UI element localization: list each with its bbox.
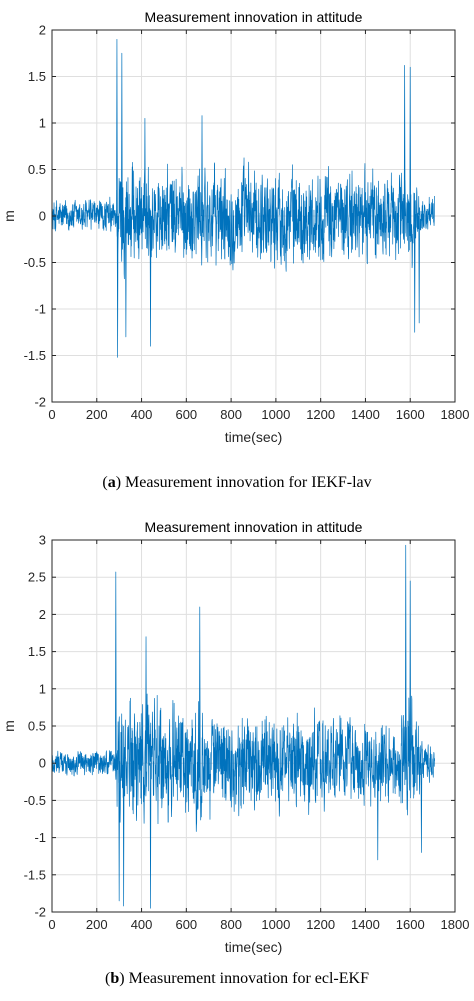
chart-title: Measurement innovation in attitude xyxy=(145,9,363,25)
y-tick-label: -1 xyxy=(34,302,46,317)
x-tick-label: 1400 xyxy=(351,407,380,422)
caption-a: (a) Measurement innovation for IEKF-lav xyxy=(102,474,372,491)
y-tick-label: -0.5 xyxy=(24,255,46,270)
y-tick-label: 3 xyxy=(39,533,46,548)
x-tick-label: 800 xyxy=(220,407,242,422)
y-tick-label: -2 xyxy=(34,905,46,920)
y-axis-label: m xyxy=(1,210,17,222)
x-tick-label: 600 xyxy=(175,407,197,422)
x-tick-label: 0 xyxy=(48,917,55,932)
signal-series-line xyxy=(51,544,435,909)
x-axis-label: time(sec) xyxy=(225,939,283,955)
caption-b: (b) Measurement innovation for ecl-EKF xyxy=(105,970,369,987)
y-tick-label: -2 xyxy=(34,395,46,410)
y-tick-label: -1 xyxy=(34,830,46,845)
x-tick-label: 1200 xyxy=(306,917,335,932)
x-tick-label: 400 xyxy=(131,407,153,422)
y-tick-label: 0.5 xyxy=(28,719,46,734)
x-tick-label: 1000 xyxy=(261,917,290,932)
y-tick-label: 1 xyxy=(39,116,46,131)
x-tick-label: 1400 xyxy=(351,917,380,932)
y-tick-label: 2 xyxy=(39,23,46,38)
x-tick-label: 600 xyxy=(175,917,197,932)
chart-title: Measurement innovation in attitude xyxy=(145,519,363,535)
y-tick-label: 0 xyxy=(39,209,46,224)
x-tick-label: 200 xyxy=(86,407,108,422)
y-tick-label: 1.5 xyxy=(28,644,46,659)
x-tick-label: 1800 xyxy=(441,917,470,932)
chart-b: 0 200 400 600 800 1000 1200 1400 1600 1800 -2 -1.5 -… xyxy=(1,519,469,955)
x-tick-label: 1600 xyxy=(396,917,425,932)
y-tick-label: 1.5 xyxy=(28,69,46,84)
y-axis-label: m xyxy=(1,720,17,732)
x-tick-label: 1000 xyxy=(261,407,290,422)
x-tick-label: 400 xyxy=(131,917,153,932)
y-tick-label: -1.5 xyxy=(24,867,46,882)
x-tick-label: 1800 xyxy=(441,407,470,422)
x-tick-label: 800 xyxy=(220,917,242,932)
y-tick-label: -0.5 xyxy=(24,793,46,808)
signal-series-line xyxy=(51,38,435,358)
x-tick-label: 1200 xyxy=(306,407,335,422)
y-tick-label: 1 xyxy=(39,681,46,696)
x-tick-label: 1600 xyxy=(396,407,425,422)
y-tick-label: -1.5 xyxy=(24,348,46,363)
x-tick-label: 200 xyxy=(86,917,108,932)
y-tick-label: 2 xyxy=(39,607,46,622)
x-axis-label: time(sec) xyxy=(225,429,283,445)
y-tick-label: 0 xyxy=(39,756,46,771)
y-tick-label: 0.5 xyxy=(28,162,46,177)
y-tick-label: 2.5 xyxy=(28,570,46,585)
x-tick-label: 0 xyxy=(48,407,55,422)
chart-a: 0 200 400 600 800 1000 1200 1400 1600 1800 -2 -1.5 -… xyxy=(1,9,469,445)
